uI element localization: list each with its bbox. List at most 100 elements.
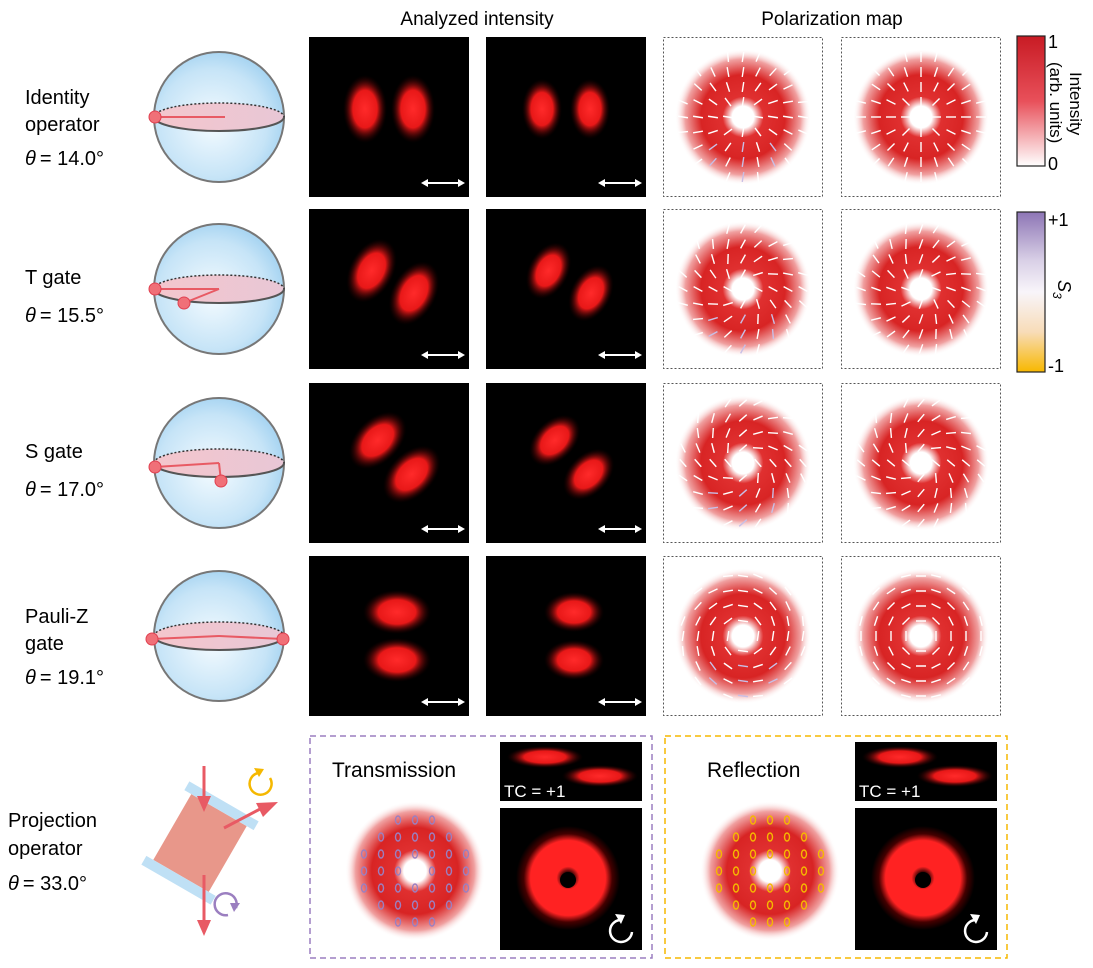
analyzed-intensity-panel (309, 37, 469, 197)
topological-charge-label: TC = +1 (859, 782, 920, 801)
row-label-line2: operator (8, 838, 83, 860)
polarization-tick (683, 646, 684, 656)
intensity-lobe (343, 75, 387, 143)
header-polarization-map: Polarization map (761, 9, 903, 30)
theta-value: θ= 33.0° (8, 873, 87, 895)
transmission-panel: Transmission TC = +1 (310, 736, 652, 958)
polarization-map-panel (664, 38, 823, 197)
reflection-panel: Reflection TC = +1 (665, 736, 1007, 958)
intensity-lobe (917, 765, 993, 787)
analyzed-intensity-panel (486, 209, 646, 369)
polarization-tick (728, 52, 729, 62)
intensity-lobe (562, 765, 638, 787)
state-point (215, 475, 227, 487)
theta-symbol: θ (25, 148, 36, 170)
polarization-tick (788, 503, 789, 513)
bloch-sphere (149, 52, 284, 182)
polarization-tick (758, 172, 759, 182)
polarization-tick (768, 433, 778, 434)
state-point (146, 633, 158, 645)
row-label: Identity (25, 87, 89, 109)
polarization-tick (758, 473, 759, 483)
colorbar-min: 0 (1048, 154, 1058, 174)
theta-text: = 15.5° (40, 305, 104, 327)
intensity-lobe (522, 79, 562, 139)
polarization-tick (891, 428, 892, 438)
theta-text: = 14.0° (40, 148, 104, 170)
theta-value: θ= 15.5° (25, 305, 104, 327)
theta-symbol: θ (25, 305, 36, 327)
theta-text: = 33.0° (23, 873, 87, 895)
intensity-lobe (363, 590, 431, 634)
s3-label: S3 (1050, 280, 1074, 299)
polarization-tick (901, 478, 911, 479)
intensity-lobe (544, 640, 604, 680)
polarization-tick (773, 488, 774, 498)
polarization-map-panel (664, 384, 823, 543)
theta-symbol: θ (25, 667, 36, 689)
state-point (149, 283, 161, 295)
polarization-tick (966, 503, 967, 513)
analyzed-intensity-panel (309, 556, 469, 716)
polarization-tick (693, 319, 703, 320)
analyzed-intensity-panel (486, 37, 646, 197)
polarization-tick (906, 443, 907, 453)
theta-text: = 19.1° (40, 667, 104, 689)
colorbar-label-units: (arb. units) (1046, 62, 1065, 143)
intensity-lobe (507, 746, 583, 768)
polarization-tick (886, 493, 896, 494)
theta-value: θ= 17.0° (25, 479, 104, 501)
reflection-label: Reflection (707, 759, 800, 782)
polarization-map-panel (842, 210, 1001, 369)
circular-polarization-icon (250, 773, 272, 795)
polarization-map-panel (842, 384, 1001, 543)
transmission-label: Transmission (332, 759, 456, 782)
analyzed-intensity-panel (309, 383, 469, 543)
polarization-tick (713, 239, 714, 249)
row-t-gate: T gate θ= 15.5° (25, 209, 1001, 369)
s3-max: +1 (1048, 210, 1069, 230)
analyzed-intensity-panel (486, 383, 646, 543)
row-label: T gate (25, 267, 81, 289)
polarization-tick (803, 616, 804, 626)
polarization-tick (693, 508, 703, 509)
polarization-tick (723, 478, 733, 479)
topological-charge-label: TC = +1 (504, 782, 565, 801)
bloch-sphere (146, 571, 289, 701)
state-point (178, 297, 190, 309)
polarization-tick (713, 428, 714, 438)
polarization-tick (753, 696, 763, 697)
intensity-lobe (570, 79, 610, 139)
intensity-colorbar: 1 0 Intensity (arb. units) (1017, 32, 1085, 174)
intensity-lobe (391, 75, 435, 143)
polarization-tick (708, 493, 718, 494)
polarization-tick (773, 329, 774, 339)
polarization-tick (876, 413, 877, 423)
polarization-tick (951, 488, 952, 498)
polarization-tick (936, 473, 937, 483)
polarization-tick (698, 413, 699, 423)
row-label: Pauli-Z (25, 606, 88, 628)
bloch-sphere (149, 398, 284, 528)
polarization-tick (798, 102, 808, 103)
polarization-tick (871, 508, 881, 509)
header-analyzed-intensity: Analyzed intensity (400, 9, 554, 30)
polarization-tick (728, 443, 729, 453)
theta-symbol: θ (25, 479, 36, 501)
bloch-sphere (149, 224, 284, 354)
state-point (277, 633, 289, 645)
intensity-lobe (862, 746, 938, 768)
colorbar-max: 1 (1048, 32, 1058, 52)
analyzed-intensity-panel (309, 209, 469, 369)
polarization-tick (678, 132, 688, 133)
theta-value: θ= 14.0° (25, 148, 104, 170)
polarization-tick (723, 576, 733, 577)
polarization-map-panel (664, 210, 823, 369)
theta-value: θ= 19.1° (25, 667, 104, 689)
colorbar-label: Intensity (1066, 72, 1085, 136)
state-point (149, 111, 161, 123)
